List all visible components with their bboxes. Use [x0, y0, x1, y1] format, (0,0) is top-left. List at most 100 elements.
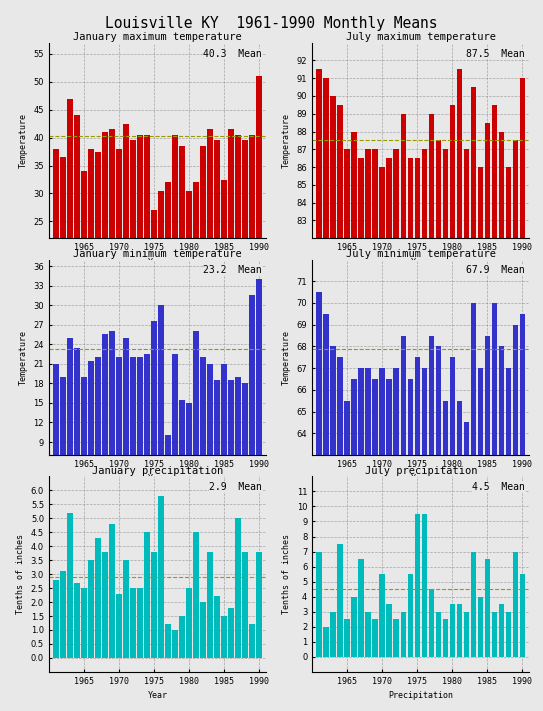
- Bar: [81, 377, 87, 501]
- Text: 4.5  Mean: 4.5 Mean: [472, 482, 525, 492]
- Text: 67.9  Mean: 67.9 Mean: [466, 265, 525, 275]
- Bar: [256, 552, 262, 658]
- Text: 40.3  Mean: 40.3 Mean: [203, 48, 262, 58]
- Bar: [130, 358, 136, 501]
- Bar: [351, 597, 357, 657]
- Bar: [317, 552, 322, 657]
- Bar: [193, 182, 199, 361]
- Bar: [344, 619, 350, 657]
- X-axis label: Year: Year: [411, 474, 431, 483]
- Bar: [471, 87, 476, 711]
- Bar: [88, 149, 94, 361]
- Bar: [172, 630, 178, 658]
- Bar: [179, 400, 185, 501]
- Bar: [358, 159, 364, 711]
- Bar: [214, 380, 220, 501]
- Bar: [471, 303, 476, 711]
- Bar: [372, 619, 378, 657]
- Bar: [95, 538, 100, 658]
- Bar: [387, 159, 392, 711]
- Text: Louisville KY  1961-1990 Monthly Means: Louisville KY 1961-1990 Monthly Means: [105, 16, 438, 31]
- Bar: [221, 616, 227, 658]
- Bar: [457, 401, 462, 711]
- Bar: [414, 358, 420, 711]
- Bar: [365, 368, 371, 711]
- Bar: [421, 149, 427, 711]
- Bar: [102, 552, 108, 658]
- Bar: [186, 403, 192, 501]
- Bar: [179, 146, 185, 361]
- Bar: [365, 149, 371, 711]
- X-axis label: Year: Year: [148, 257, 167, 267]
- Bar: [137, 588, 143, 658]
- Bar: [428, 589, 434, 657]
- Bar: [421, 368, 427, 711]
- Bar: [249, 135, 255, 361]
- Bar: [67, 513, 73, 658]
- Bar: [235, 518, 241, 658]
- Bar: [428, 114, 434, 711]
- Bar: [457, 604, 462, 657]
- Text: 87.5  Mean: 87.5 Mean: [466, 48, 525, 58]
- Bar: [137, 135, 143, 361]
- X-axis label: Year: Year: [148, 474, 167, 483]
- Bar: [331, 346, 336, 711]
- Bar: [88, 360, 94, 501]
- Bar: [228, 129, 234, 361]
- Bar: [331, 611, 336, 657]
- Bar: [513, 552, 518, 657]
- Bar: [380, 574, 385, 657]
- Bar: [372, 379, 378, 711]
- Bar: [337, 105, 343, 711]
- Bar: [401, 611, 406, 657]
- Bar: [158, 191, 164, 361]
- Bar: [478, 597, 483, 657]
- Bar: [53, 579, 59, 658]
- Bar: [491, 105, 497, 711]
- Bar: [351, 379, 357, 711]
- Bar: [102, 132, 108, 361]
- Title: January precipitation: January precipitation: [92, 466, 223, 476]
- Bar: [172, 135, 178, 361]
- Bar: [387, 379, 392, 711]
- Bar: [484, 123, 490, 711]
- Y-axis label: Temperature: Temperature: [282, 113, 291, 168]
- Bar: [67, 99, 73, 361]
- Bar: [172, 354, 178, 501]
- Bar: [109, 524, 115, 658]
- Bar: [256, 76, 262, 361]
- Bar: [358, 368, 364, 711]
- Bar: [331, 96, 336, 711]
- Bar: [207, 129, 213, 361]
- X-axis label: Precipitation: Precipitation: [388, 691, 453, 700]
- Bar: [513, 141, 518, 711]
- Bar: [435, 346, 441, 711]
- Y-axis label: Temperature: Temperature: [282, 330, 291, 385]
- Bar: [478, 368, 483, 711]
- Title: July precipitation: July precipitation: [364, 466, 477, 476]
- Bar: [144, 354, 150, 501]
- Bar: [186, 191, 192, 361]
- Bar: [464, 611, 469, 657]
- Bar: [214, 597, 220, 658]
- Bar: [207, 552, 213, 658]
- Bar: [435, 611, 441, 657]
- Bar: [506, 611, 511, 657]
- Bar: [365, 611, 371, 657]
- Bar: [109, 129, 115, 361]
- Title: July maximum temperature: July maximum temperature: [346, 32, 496, 42]
- Bar: [435, 141, 441, 711]
- Title: July minimum temperature: July minimum temperature: [346, 249, 496, 259]
- Bar: [165, 435, 171, 501]
- Bar: [401, 336, 406, 711]
- Bar: [200, 602, 206, 658]
- Bar: [123, 560, 129, 658]
- Bar: [407, 379, 413, 711]
- Bar: [214, 141, 220, 361]
- Bar: [457, 70, 462, 711]
- Bar: [513, 325, 518, 711]
- Bar: [228, 608, 234, 658]
- Title: January maximum temperature: January maximum temperature: [73, 32, 242, 42]
- Bar: [380, 368, 385, 711]
- Bar: [380, 167, 385, 711]
